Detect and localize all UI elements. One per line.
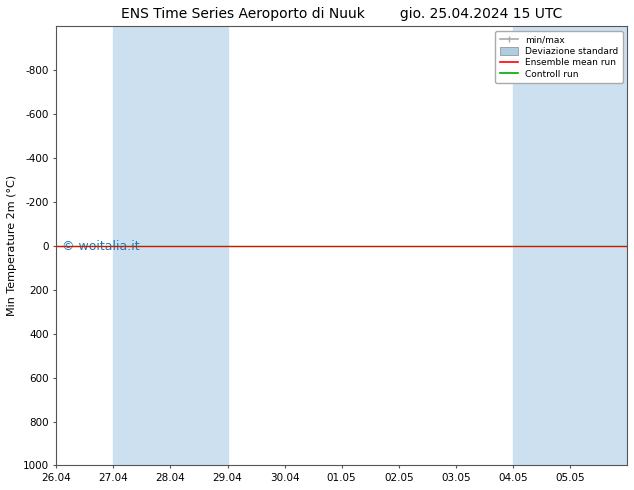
Bar bbox=[513, 26, 570, 465]
Bar bbox=[113, 26, 171, 465]
Title: ENS Time Series Aeroporto di Nuuk        gio. 25.04.2024 15 UTC: ENS Time Series Aeroporto di Nuuk gio. 2… bbox=[121, 7, 562, 21]
Y-axis label: Min Temperature 2m (°C): Min Temperature 2m (°C) bbox=[7, 175, 17, 317]
Text: © woitalia.it: © woitalia.it bbox=[62, 240, 139, 253]
Legend: min/max, Deviazione standard, Ensemble mean run, Controll run: min/max, Deviazione standard, Ensemble m… bbox=[495, 31, 623, 83]
Bar bbox=[570, 26, 627, 465]
Bar bbox=[171, 26, 228, 465]
